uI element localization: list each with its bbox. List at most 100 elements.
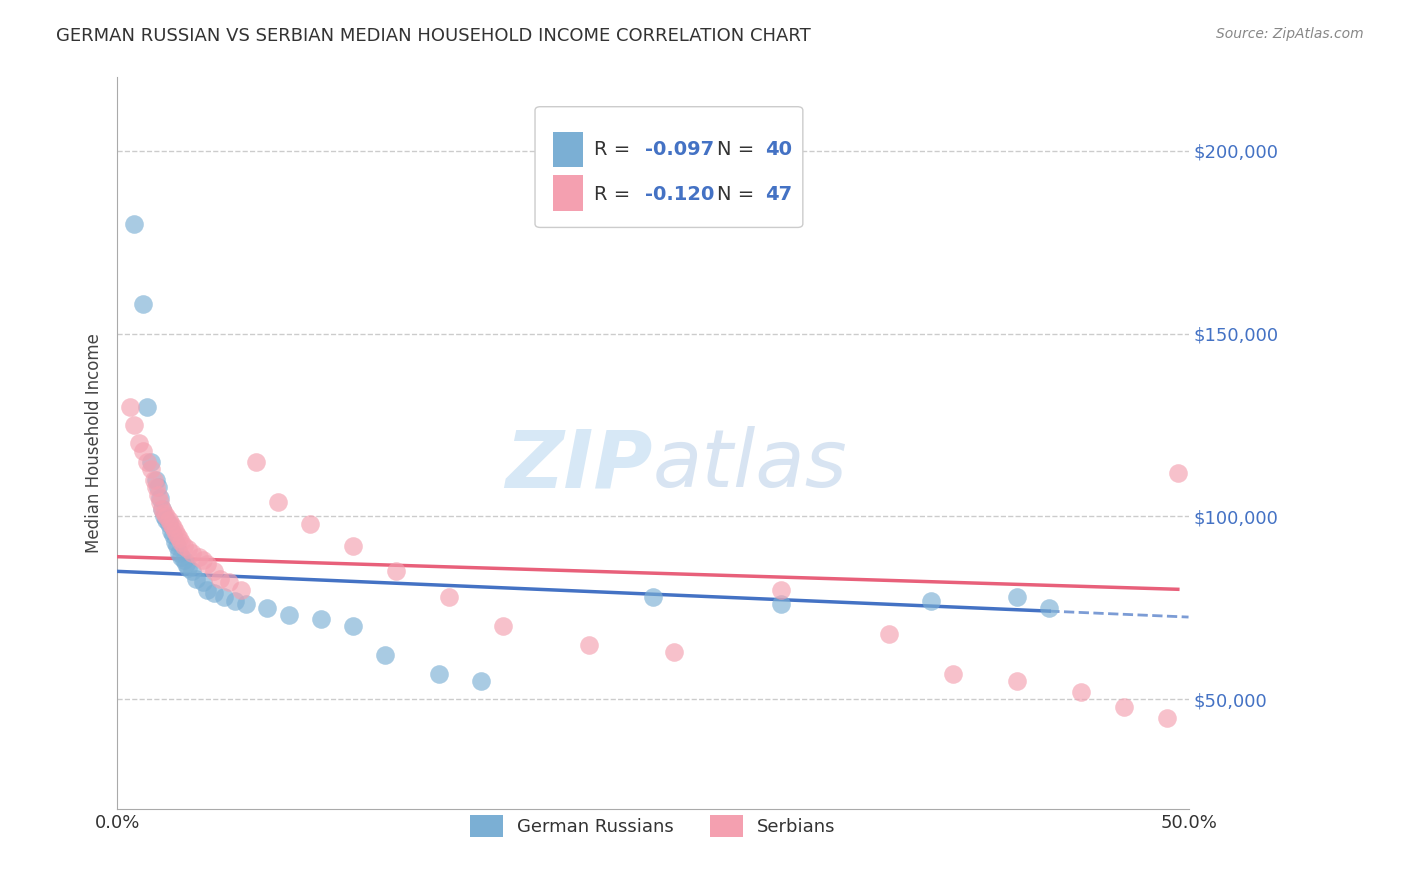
- Point: [163, 524, 186, 538]
- Point: [195, 582, 218, 597]
- Point: [202, 586, 225, 600]
- Point: [157, 516, 180, 531]
- Point: [1156, 711, 1178, 725]
- Point: [181, 565, 204, 579]
- Point: [384, 565, 406, 579]
- Point: [162, 527, 184, 541]
- Point: [177, 542, 200, 557]
- Point: [218, 575, 240, 590]
- Text: ZIP: ZIP: [506, 426, 652, 504]
- Point: [157, 513, 180, 527]
- Text: N =: N =: [717, 140, 761, 159]
- Point: [146, 480, 169, 494]
- Bar: [553, 132, 583, 167]
- Y-axis label: Median Household Income: Median Household Income: [86, 334, 103, 553]
- Point: [470, 674, 492, 689]
- Point: [145, 480, 167, 494]
- Point: [267, 495, 290, 509]
- Point: [1005, 674, 1028, 689]
- Point: [153, 509, 176, 524]
- Point: [149, 491, 172, 505]
- Point: [1005, 590, 1028, 604]
- Point: [299, 516, 322, 531]
- Text: GERMAN RUSSIAN VS SERBIAN MEDIAN HOUSEHOLD INCOME CORRELATION CHART: GERMAN RUSSIAN VS SERBIAN MEDIAN HOUSEHO…: [56, 27, 811, 45]
- Point: [942, 666, 965, 681]
- Legend: German Russians, Serbians: German Russians, Serbians: [463, 807, 842, 844]
- Text: 40: 40: [765, 140, 793, 159]
- Point: [439, 590, 461, 604]
- Point: [124, 417, 146, 432]
- Point: [128, 436, 150, 450]
- Point: [146, 487, 169, 501]
- Point: [214, 590, 236, 604]
- Point: [1038, 601, 1060, 615]
- Text: -0.097: -0.097: [645, 140, 714, 159]
- Point: [309, 612, 332, 626]
- Point: [1070, 685, 1092, 699]
- Point: [224, 593, 246, 607]
- Point: [150, 502, 173, 516]
- Point: [187, 549, 209, 564]
- Point: [427, 666, 450, 681]
- Point: [124, 217, 146, 231]
- Bar: [553, 176, 583, 211]
- Point: [245, 454, 267, 468]
- Point: [208, 572, 231, 586]
- Point: [136, 400, 159, 414]
- Point: [186, 572, 208, 586]
- Point: [191, 575, 214, 590]
- Point: [141, 462, 163, 476]
- Text: R =: R =: [593, 185, 637, 204]
- Point: [136, 454, 159, 468]
- Point: [169, 532, 191, 546]
- Point: [177, 560, 200, 574]
- Point: [173, 539, 195, 553]
- Point: [231, 582, 253, 597]
- Text: atlas: atlas: [652, 426, 848, 504]
- Point: [166, 539, 188, 553]
- Point: [118, 400, 141, 414]
- Point: [770, 597, 793, 611]
- Point: [195, 557, 218, 571]
- Point: [159, 516, 181, 531]
- Point: [142, 473, 165, 487]
- Point: [664, 645, 686, 659]
- Point: [149, 495, 172, 509]
- Point: [181, 546, 204, 560]
- Point: [170, 535, 193, 549]
- Point: [155, 513, 177, 527]
- Point: [202, 565, 225, 579]
- Point: [342, 619, 364, 633]
- Point: [578, 638, 600, 652]
- Point: [492, 619, 515, 633]
- Point: [132, 297, 155, 311]
- Point: [153, 506, 176, 520]
- Point: [169, 546, 191, 560]
- Point: [374, 648, 396, 663]
- Point: [162, 520, 184, 534]
- Point: [132, 443, 155, 458]
- Point: [174, 557, 197, 571]
- Text: Source: ZipAtlas.com: Source: ZipAtlas.com: [1216, 27, 1364, 41]
- Text: R =: R =: [593, 140, 637, 159]
- Point: [159, 524, 181, 538]
- Point: [141, 454, 163, 468]
- Point: [277, 608, 299, 623]
- Point: [770, 582, 793, 597]
- Text: -0.120: -0.120: [645, 185, 714, 204]
- Point: [1167, 466, 1189, 480]
- Point: [170, 549, 193, 564]
- Point: [155, 509, 177, 524]
- Point: [173, 553, 195, 567]
- Point: [256, 601, 278, 615]
- FancyBboxPatch shape: [536, 107, 803, 227]
- Text: 47: 47: [765, 185, 793, 204]
- Point: [1114, 699, 1136, 714]
- Point: [235, 597, 257, 611]
- Point: [145, 473, 167, 487]
- Point: [342, 539, 364, 553]
- Point: [191, 553, 214, 567]
- Text: N =: N =: [717, 185, 761, 204]
- Point: [877, 626, 900, 640]
- Point: [166, 527, 188, 541]
